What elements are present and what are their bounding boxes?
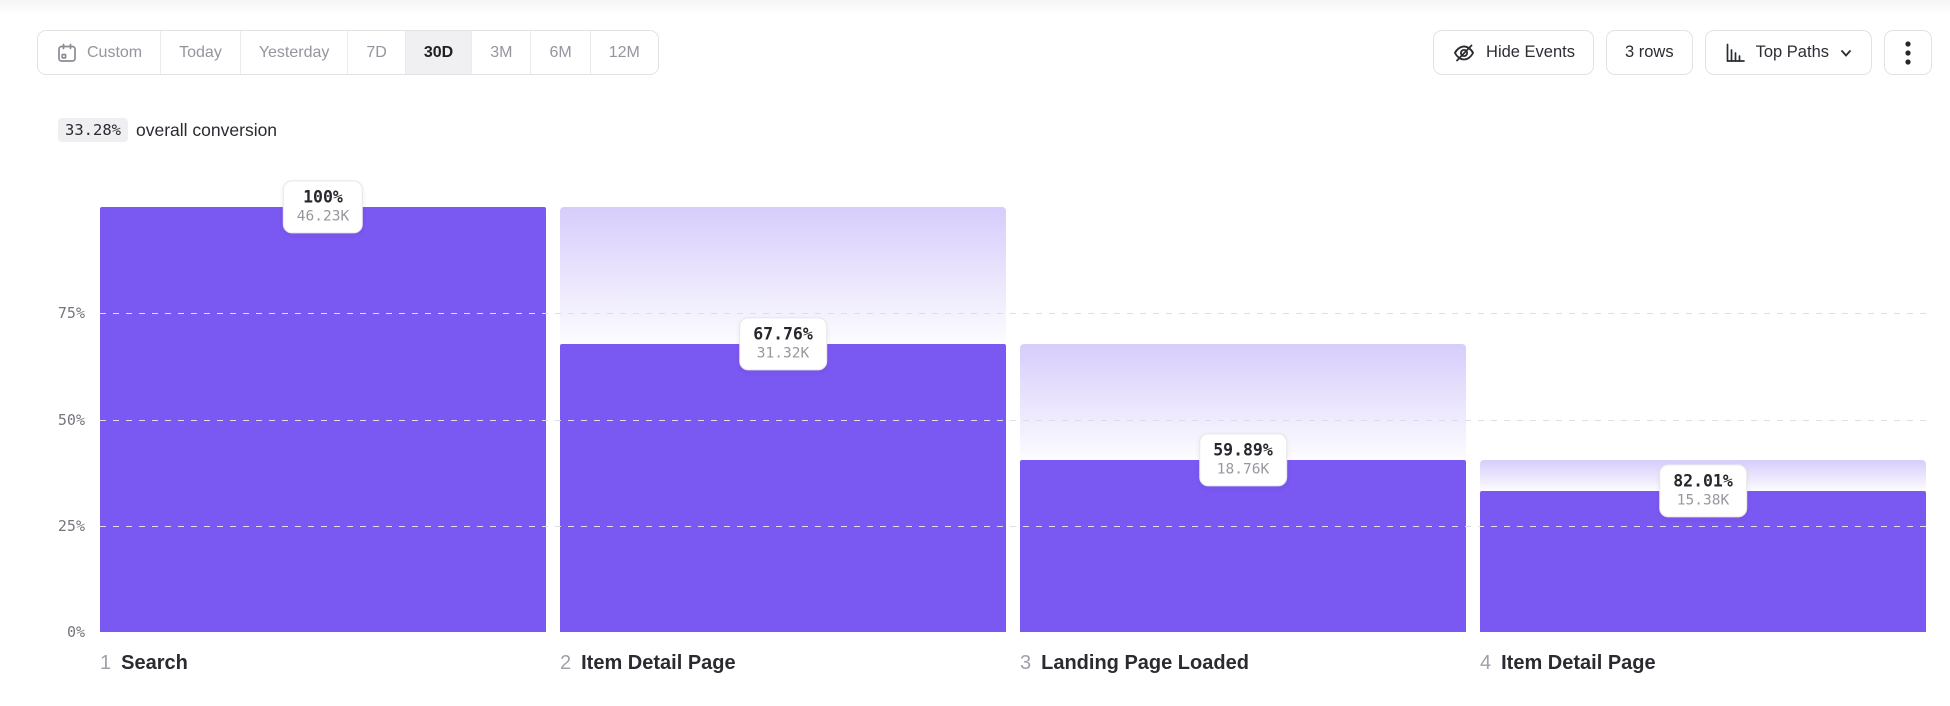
hide-events-button[interactable]: Hide Events [1433,30,1594,75]
date-range-6m[interactable]: 6M [530,31,589,74]
eye-off-icon [1452,41,1476,65]
step-conversion-pct: 100% [303,187,343,207]
step-count: 15.38K [1676,492,1730,509]
step-value-badge: 59.89% 18.76K [1199,432,1287,487]
step-label-2: 2 Item Detail Page [560,652,1006,675]
step-number: 2 [560,652,572,674]
step-count: 31.32K [756,345,810,362]
step-conversion-pct: 82.01% [1673,470,1733,490]
y-tick-25: 25% [57,516,85,535]
gridline-50 [100,419,1926,421]
step-label-4: 4 Item Detail Page [1480,652,1926,675]
y-axis: 75% 50% 25% 0% [30,207,85,641]
step-number: 4 [1480,652,1492,674]
funnel-bar[interactable] [1020,459,1466,632]
toolbar-right-group: Hide Events 3 rows Top Paths [1433,30,1932,75]
funnel-step-3: 59.89% 18.76K [1020,207,1466,632]
step-count: 46.23K [296,208,350,225]
step-count: 18.76K [1216,461,1270,478]
date-range-today[interactable]: Today [160,31,240,74]
step-label-1: 1 Search [100,652,546,675]
rows-button[interactable]: 3 rows [1606,30,1693,75]
y-tick-75: 75% [57,304,85,323]
date-range-7d[interactable]: 7D [347,31,404,74]
calendar-icon [56,42,78,64]
date-range-yesterday[interactable]: Yesterday [239,31,348,74]
funnel-chart: 100% 46.23K 67.76% 31.32K 59.89% 18.76K … [100,180,1926,632]
step-name: Landing Page Loaded [1041,652,1249,674]
step-conversion-pct: 67.76% [753,324,813,344]
funnel-bar[interactable] [560,344,1006,632]
overall-conversion-value: 33.28% [58,118,128,142]
gridline-75 [100,313,1926,315]
toolbar: Custom Today Yesterday 7D 30D 3M 6M 12M [37,30,1932,75]
step-name: Search [121,652,188,674]
step-value-badge: 67.76% 31.32K [739,317,827,371]
date-range-3m[interactable]: 3M [471,31,530,74]
overall-conversion-label: overall conversion [136,119,278,140]
funnel-step-4: 82.01% 15.38K [1480,207,1926,632]
y-tick-0: 0% [66,623,85,641]
gridline-25 [100,525,1926,527]
kebab-icon [1905,40,1911,66]
step-value-badge: 82.01% 15.38K [1659,463,1747,518]
overall-conversion: 33.28% overall conversion [58,118,277,142]
y-tick-50: 50% [57,410,85,429]
more-options-button[interactable] [1884,30,1932,75]
rows-label: 3 rows [1625,43,1674,61]
date-range-custom[interactable]: Custom [38,31,160,74]
date-range-30d[interactable]: 30D [404,31,472,74]
hide-events-label: Hide Events [1486,43,1575,61]
funnel-step-2: 67.76% 31.32K [560,207,1006,632]
date-range-group: Custom Today Yesterday 7D 30D 3M 6M 12M [37,30,659,75]
step-labels: 1 Search 2 Item Detail Page 3 Landing Pa… [100,652,1926,675]
chevron-down-icon [1839,46,1853,60]
date-range-12m[interactable]: 12M [589,31,658,74]
top-paths-label: Top Paths [1755,43,1829,61]
step-conversion-pct: 59.89% [1213,439,1273,459]
step-name: Item Detail Page [1501,652,1656,674]
step-value-badge: 100% 46.23K [282,180,364,234]
step-name: Item Detail Page [581,652,736,674]
top-shadow [0,0,1950,14]
top-paths-button[interactable]: Top Paths [1704,30,1872,75]
step-label-3: 3 Landing Page Loaded [1020,652,1466,675]
step-number: 3 [1020,652,1032,674]
step-number: 1 [100,652,112,674]
bar-chart-icon [1724,42,1746,64]
